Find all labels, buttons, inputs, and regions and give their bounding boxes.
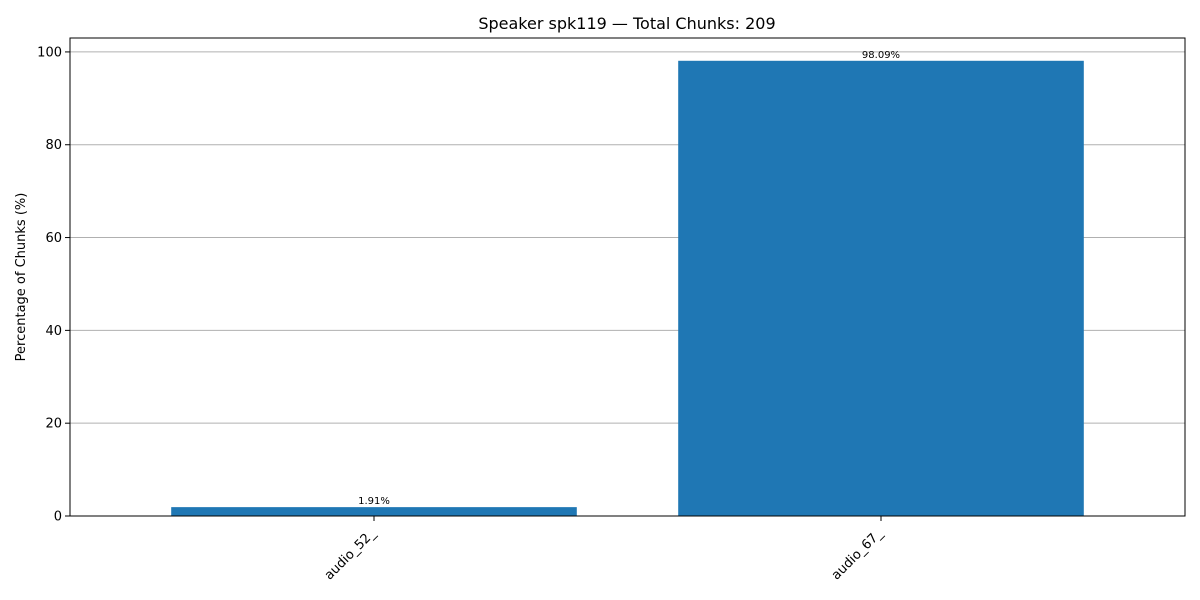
data-label: 1.91% bbox=[358, 496, 390, 507]
bars bbox=[171, 60, 1084, 516]
y-tick-label: 80 bbox=[45, 138, 62, 153]
y-tick-label: 100 bbox=[37, 45, 62, 60]
y-axis-ticks: 0 20 40 60 80 100 bbox=[37, 45, 70, 525]
x-tick-label: audio_67_ bbox=[829, 526, 886, 583]
y-axis-label: Percentage of Chunks (%) bbox=[14, 193, 29, 362]
bar-audio_67_ bbox=[678, 60, 1084, 516]
x-axis-ticks: audio_52_ audio_67_ bbox=[322, 516, 886, 583]
chart-title: Speaker spk119 — Total Chunks: 209 bbox=[478, 14, 775, 33]
x-tick-label: audio_52_ bbox=[322, 526, 379, 583]
plot-frame bbox=[69, 37, 1186, 517]
y-tick-label: 0 bbox=[54, 510, 62, 525]
y-tick-label: 20 bbox=[45, 417, 62, 432]
bar-audio_52_ bbox=[171, 507, 577, 516]
y-tick-label: 40 bbox=[45, 324, 62, 339]
y-tick-label: 60 bbox=[45, 231, 62, 246]
data-label: 98.09% bbox=[862, 50, 900, 61]
data-labels: 1.91% 98.09% bbox=[358, 50, 900, 507]
